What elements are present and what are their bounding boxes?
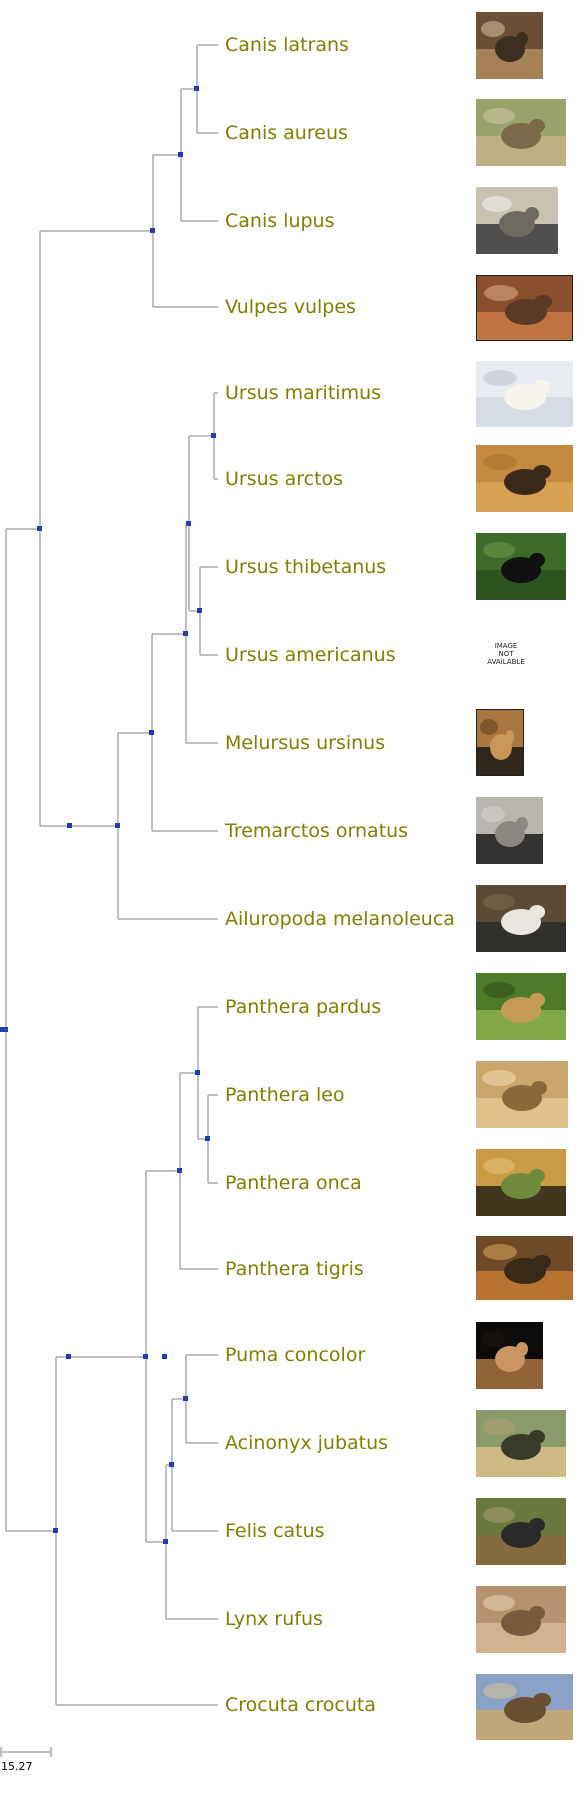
internal-node-marker: [211, 433, 216, 438]
internal-node-marker: [194, 86, 199, 91]
polar-bear-photo: [476, 361, 573, 427]
spectacled-bear-photo: [476, 797, 543, 864]
puma-photo: [476, 1322, 543, 1389]
red-fox-photo: [476, 275, 573, 341]
image-not-available-text: AVAILABLE: [487, 658, 525, 666]
leaf-label-crocuta-crocuta: Crocuta crocuta: [225, 1694, 376, 1716]
cheetah-photo: [476, 1410, 566, 1477]
leaf-label-panthera-leo: Panthera leo: [225, 1084, 345, 1106]
image-not-available-text: IMAGE: [494, 642, 518, 650]
wolf-photo: [476, 187, 558, 254]
tiger-photo: [476, 1236, 573, 1300]
spotted-hyena-photo: [476, 1674, 573, 1740]
leaf-label-ursus-arctos: Ursus arctos: [225, 468, 344, 490]
internal-node-marker: [163, 1539, 168, 1544]
internal-node-marker: [197, 608, 202, 613]
leaf-label-acinonyx-jubatus: Acinonyx jubatus: [225, 1432, 389, 1454]
internal-node-marker: [177, 1168, 182, 1173]
branch-node-marker: [66, 1354, 71, 1359]
leaf-label-ursus-americanus: Ursus americanus: [225, 644, 396, 666]
image-not-available-text: NOT: [498, 650, 514, 658]
internal-node-marker: [195, 1070, 200, 1075]
coyote-photo: [476, 12, 543, 79]
leaf-label-panthera-tigris: Panthera tigris: [225, 1258, 364, 1280]
leaf-label-canis-lupus: Canis lupus: [225, 210, 335, 232]
root-node-marker: [0, 1027, 5, 1032]
internal-node-marker: [149, 730, 154, 735]
leaf-label-vulpes-vulpes: Vulpes vulpes: [225, 296, 356, 318]
leaf-label-ursus-thibetanus: Ursus thibetanus: [225, 556, 387, 578]
scale-bar-label: 15.27: [1, 1760, 33, 1773]
internal-node-marker: [143, 1354, 148, 1359]
internal-node-marker: [186, 521, 191, 526]
internal-node-marker: [205, 1136, 210, 1141]
leaf-label-ailuropoda-melanoleuca: Ailuropoda melanoleuca: [225, 908, 455, 930]
branch-node-marker: [67, 823, 72, 828]
branch-node-marker: [162, 1354, 167, 1359]
sloth-bear-photo: [476, 709, 524, 776]
leaf-label-ursus-maritimus: Ursus maritimus: [225, 382, 382, 404]
cat-photo: [476, 1498, 566, 1565]
brown-bear-photo: [476, 445, 573, 512]
leaf-label-felis-catus: Felis catus: [225, 1520, 325, 1542]
leaf-label-canis-latrans: Canis latrans: [225, 34, 349, 56]
internal-node-marker: [53, 1528, 58, 1533]
leaf-label-puma-concolor: Puma concolor: [225, 1344, 366, 1366]
bobcat-photo: [476, 1586, 566, 1653]
internal-node-marker: [183, 1396, 188, 1401]
internal-node-marker: [37, 526, 42, 531]
leaf-label-panthera-pardus: Panthera pardus: [225, 996, 382, 1018]
jaguar-photo: [476, 1149, 566, 1216]
lion-photo: [476, 1061, 568, 1128]
leaf-label-panthera-onca: Panthera onca: [225, 1172, 362, 1194]
giant-panda-photo: [476, 885, 566, 952]
asiatic-black-bear-photo: [476, 533, 566, 600]
internal-node-marker: [150, 228, 155, 233]
leaf-label-melursus-ursinus: Melursus ursinus: [225, 732, 386, 754]
internal-node-marker: [178, 152, 183, 157]
internal-node-marker: [169, 1462, 174, 1467]
golden-jackal-photo: [476, 99, 566, 166]
leopard-photo: [476, 973, 566, 1040]
internal-node-marker: [115, 823, 120, 828]
internal-node-marker: [183, 631, 188, 636]
leaf-label-canis-aureus: Canis aureus: [225, 122, 348, 144]
leaf-label-lynx-rufus: Lynx rufus: [225, 1608, 323, 1630]
leaf-label-tremarctos-ornatus: Tremarctos ornatus: [225, 820, 409, 842]
